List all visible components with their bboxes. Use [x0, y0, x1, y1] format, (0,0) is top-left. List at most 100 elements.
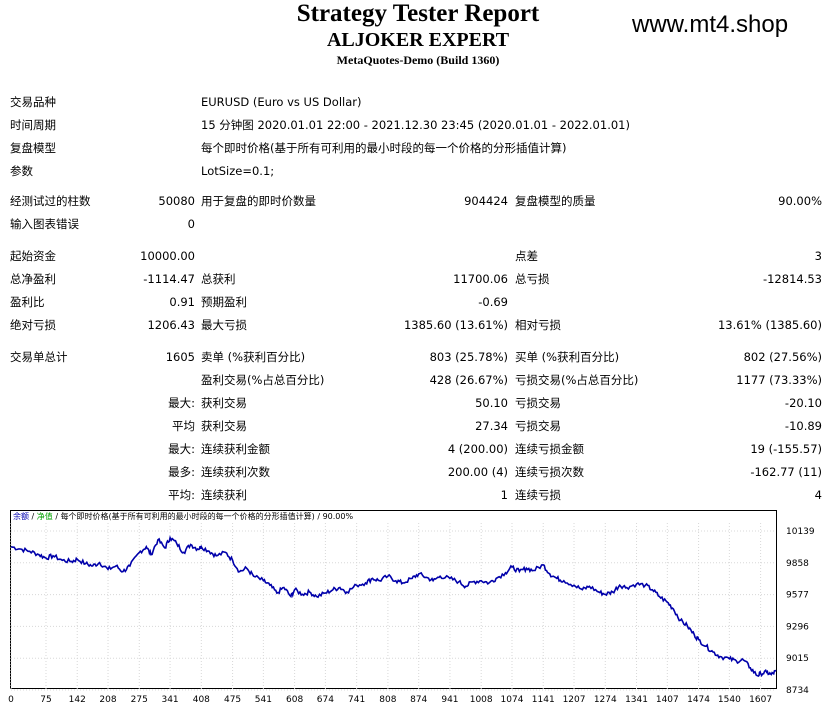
total-trades-label: 交易单总计 — [10, 350, 68, 364]
x-tick-label: 75 — [40, 695, 51, 705]
spread-label: 点差 — [515, 249, 538, 263]
legend-separator: / — [29, 512, 37, 521]
rel-drawdown-label: 相对亏损 — [515, 318, 561, 332]
profit-trades-value: 428 (26.67%) — [429, 373, 508, 387]
total-trades-value: 1605 — [165, 350, 195, 364]
spread-value: 3 — [814, 249, 822, 263]
x-tick-label: 608 — [286, 695, 303, 705]
x-tick-label: 1008 — [470, 695, 493, 705]
short-positions-value: 803 (25.78%) — [429, 350, 508, 364]
x-tick-label: 941 — [441, 695, 458, 705]
profit-trades-label: 盈利交易(%占总百分比) — [201, 373, 325, 387]
params-label: 参数 — [10, 164, 33, 178]
bars-value: 50080 — [158, 194, 195, 208]
x-tick-label: 541 — [255, 695, 272, 705]
y-tick-label: 10139 — [786, 527, 815, 537]
ticks-label: 用于复盘的即时价数量 — [201, 194, 316, 208]
net-profit-label: 总净盈利 — [10, 272, 56, 286]
y-tick-label: 9577 — [786, 591, 809, 601]
avg-cons-prefix: 平均: — [168, 488, 195, 502]
max-drawdown-label: 最大亏损 — [201, 318, 247, 332]
gross-profit-label: 总获利 — [201, 272, 236, 286]
x-tick-label: 408 — [193, 695, 210, 705]
rel-drawdown-value: 13.61% (1385.60) — [717, 318, 822, 332]
report-title: Strategy Tester Report — [296, 0, 540, 27]
largest-profit-label: 获利交易 — [201, 396, 247, 410]
symbol-label: 交易品种 — [10, 95, 56, 109]
gross-loss-label: 总亏损 — [515, 272, 550, 286]
y-tick-label: 9015 — [786, 654, 809, 664]
largest-loss-label: 亏损交易 — [515, 396, 561, 410]
abs-drawdown-label: 绝对亏损 — [10, 318, 56, 332]
expected-payoff-label: 预期盈利 — [201, 295, 247, 309]
x-tick-label: 142 — [69, 695, 86, 705]
largest-loss-value: -20.10 — [784, 396, 822, 410]
gross-loss-value: -12814.53 — [762, 272, 822, 286]
x-tick-label: 341 — [161, 695, 178, 705]
quality-label: 复盘模型的质量 — [515, 194, 596, 208]
params-value: LotSize=0.1; — [201, 164, 275, 178]
balance-chart: 余额 / 净值 / 每个即时价格(基于所有可利用的最小时段的每一个价格的分形插值… — [10, 510, 777, 689]
x-tick-label: 1607 — [749, 695, 772, 705]
cons-loss-count-value: -162.77 (11) — [750, 465, 822, 479]
watermark-link[interactable]: www.mt4.shop — [632, 11, 789, 38]
net-profit-value: -1114.47 — [143, 272, 195, 286]
cons-profit-count-value: 200.00 (4) — [447, 465, 508, 479]
cons-wins-amount-label: 连续获利金额 — [201, 442, 270, 456]
period-label: 时间周期 — [10, 118, 56, 132]
most-prefix: 最多: — [168, 465, 195, 479]
average-loss-label: 亏损交易 — [515, 419, 561, 433]
x-tick-label: 1474 — [687, 695, 710, 705]
loss-trades-label: 亏损交易(%占总百分比) — [515, 373, 639, 387]
cons-profit-count-label: 连续获利次数 — [201, 465, 270, 479]
avg-cons-wins-label: 连续获利 — [201, 488, 247, 502]
balance-line — [10, 535, 777, 678]
model-value: 每个即时价格(基于所有可利用的最小时段的每一个价格的分形插值计算) — [201, 141, 567, 155]
average-profit-value: 27.34 — [475, 419, 508, 433]
largest-profit-value: 50.10 — [475, 396, 508, 410]
bars-label: 经测试过的柱数 — [10, 194, 91, 208]
deposit-label: 起始资金 — [10, 249, 56, 263]
chart-legend: 余额 / 净值 / 每个即时价格(基于所有可利用的最小时段的每一个价格的分形插值… — [13, 512, 353, 522]
avg-cons-losses-value: 4 — [814, 488, 822, 502]
errors-label: 输入图表错误 — [10, 217, 79, 231]
abs-drawdown-value: 1206.43 — [147, 318, 195, 332]
long-positions-label: 买单 (%获利百分比) — [515, 350, 620, 364]
average-prefix: 平均 — [172, 419, 195, 433]
profit-factor-label: 盈利比 — [10, 295, 45, 309]
maximum-prefix: 最大: — [168, 442, 195, 456]
x-tick-label: 1274 — [594, 695, 617, 705]
y-tick-label: 9296 — [786, 622, 809, 632]
symbol-value: EURUSD (Euro vs US Dollar) — [201, 95, 362, 109]
x-tick-label: 1074 — [501, 695, 524, 705]
avg-cons-wins-value: 1 — [500, 488, 508, 502]
cons-loss-count-label: 连续亏损次数 — [515, 465, 584, 479]
expected-payoff-value: -0.69 — [478, 295, 508, 309]
x-tick-label: 1540 — [718, 695, 741, 705]
x-tick-label: 808 — [379, 695, 396, 705]
avg-cons-losses-label: 连续亏损 — [515, 488, 561, 502]
x-tick-label: 275 — [131, 695, 148, 705]
x-tick-label: 674 — [317, 695, 334, 705]
profit-factor-value: 0.91 — [169, 295, 195, 309]
short-positions-label: 卖单 (%获利百分比) — [201, 350, 306, 364]
largest-prefix: 最大: — [168, 396, 195, 410]
x-tick-label: 1207 — [563, 695, 586, 705]
y-tick-label: 9858 — [786, 559, 809, 569]
ticks-value: 904424 — [464, 194, 508, 208]
legend-description: / 每个即时价格(基于所有可利用的最小时段的每一个价格的分形插值计算) / 90… — [52, 512, 354, 521]
x-tick-label: 1141 — [532, 695, 555, 705]
long-positions-value: 802 (27.56%) — [743, 350, 822, 364]
x-tick-label: 1341 — [625, 695, 648, 705]
x-tick-label: 0 — [8, 695, 14, 705]
build-info: MetaQuotes-Demo (Build 1360) — [336, 53, 500, 67]
expert-name: ALJOKER EXPERT — [326, 29, 510, 51]
period-value: 15 分钟图 2020.01.01 22:00 - 2021.12.30 23:… — [201, 118, 630, 132]
y-tick-label: 8734 — [786, 686, 809, 696]
average-loss-value: -10.89 — [784, 419, 822, 433]
loss-trades-value: 1177 (73.33%) — [736, 373, 822, 387]
cons-losses-amount-label: 连续亏损金额 — [515, 442, 584, 456]
x-tick-label: 741 — [348, 695, 365, 705]
quality-value: 90.00% — [778, 194, 822, 208]
